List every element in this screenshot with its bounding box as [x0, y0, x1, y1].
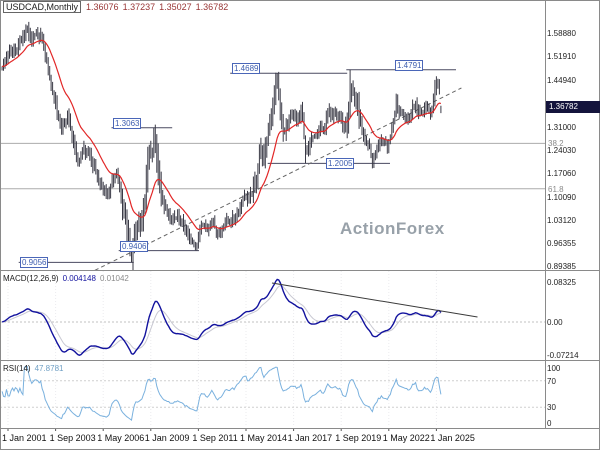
rsi-axis-label: 0: [547, 419, 552, 428]
price-marker-1.4791: 1.4791: [395, 60, 424, 71]
chart-header: USDCAD,Monthly 1.36076 1.37237 1.35027 1.367…: [3, 1, 232, 13]
macd-axis-label: 0.08325: [547, 278, 576, 288]
price-axis-label: 0.89385: [547, 262, 576, 272]
price-axis-label: 1.31000: [547, 122, 576, 132]
price-axis-label: 0.96355: [547, 238, 576, 248]
date-axis-label: 1 Jan 2001: [2, 433, 47, 443]
date-axis-label: 1 Sep 2011: [192, 433, 238, 443]
rsi-axis-label: 70: [547, 376, 556, 386]
close-value: 1.36782: [195, 2, 229, 12]
price-marker-1.2005: 1.2005: [326, 158, 355, 169]
watermark: ActionForex: [340, 219, 445, 238]
rsi-header: RSI(14) 47.8781: [3, 364, 63, 373]
date-axis-label: 1 May 2014: [239, 433, 288, 443]
rsi-value: 47.8781: [34, 364, 64, 373]
macd-axis-label: 0.00: [547, 318, 563, 327]
macd-main-value: 0.004148: [62, 274, 96, 283]
macd-axis-label: -0.07214: [547, 351, 579, 360]
rsi-title: RSI(14): [3, 364, 31, 373]
date-axis-label: 1 May 2022: [382, 433, 430, 443]
fib-level-label: 38.2: [548, 139, 564, 149]
rsi-axis-label: 100: [547, 364, 561, 373]
macd-signal-value: 0.01042: [99, 274, 129, 283]
price-axis-label: 1.24030: [547, 146, 576, 155]
price-axis-label: 1.58880: [547, 29, 576, 38]
open-value: 1.36076: [86, 2, 119, 12]
low-value: 1.35027: [159, 2, 192, 12]
price-marker-1.4689: 1.4689: [232, 63, 261, 74]
price-marker-0.9056: 0.9056: [20, 257, 49, 268]
rsi-axis-label: 30: [547, 403, 556, 413]
price-marker-0.9406: 0.9406: [120, 241, 149, 252]
date-axis-label: 1 Sep 2019: [335, 433, 382, 443]
price-axis-label: 1.10090: [547, 192, 576, 202]
macd-header: MACD(12,26,9) 0.004148 0.01042: [3, 274, 129, 283]
price-marker-1.3063: 1.3063: [113, 118, 142, 129]
price-axis-label: 1.03120: [547, 216, 576, 226]
price-axis-label: 1.17060: [547, 169, 576, 179]
price-axis-label: 1.44940: [547, 75, 576, 85]
date-axis-label: 1 Jan 2025: [430, 433, 475, 443]
date-axis-label: 1 Jan 2009: [144, 433, 190, 443]
date-axis-label: 1 Sep 2003: [49, 433, 96, 443]
price-axis-label: 1.51910: [547, 52, 576, 62]
current-price-badge: 1.36782: [546, 101, 600, 113]
macd-title: MACD(12,26,9): [3, 274, 59, 283]
date-axis-label: 1 May 2006: [97, 433, 145, 443]
high-value: 1.37237: [122, 2, 156, 12]
symbol-timeframe-label: USDCAD,Monthly: [3, 1, 82, 13]
date-axis-label: 1 Jan 2017: [287, 433, 333, 443]
fib-level-label: 61.8: [548, 184, 564, 194]
